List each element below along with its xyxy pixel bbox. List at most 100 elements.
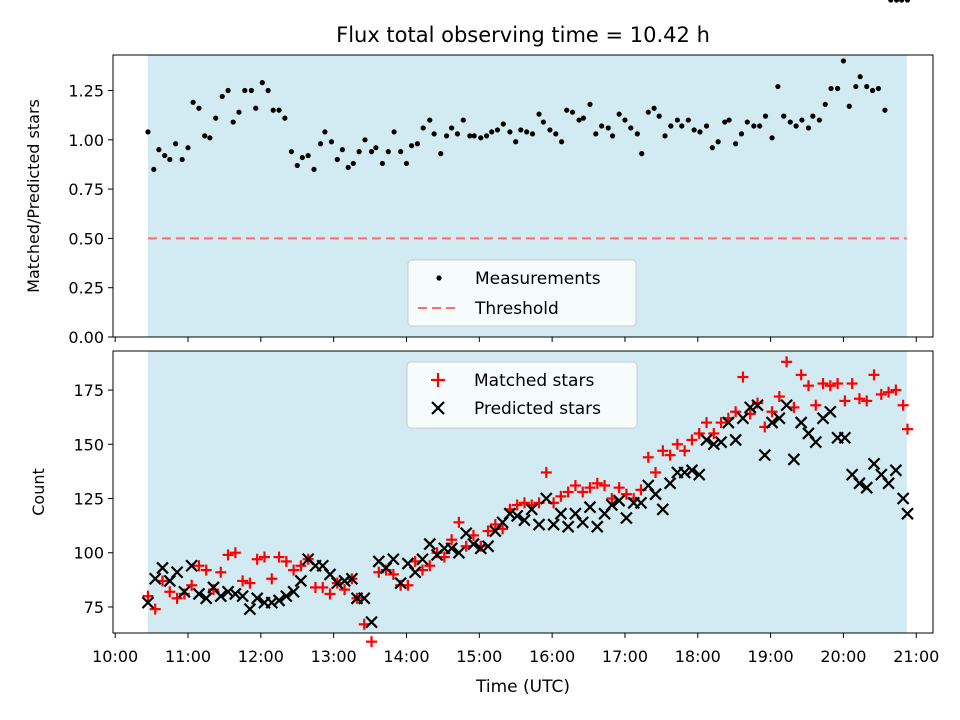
measurement-point — [368, 149, 375, 155]
predicted-star-point — [620, 511, 633, 525]
predicted-star-point — [729, 433, 742, 447]
top-x-ticks — [114, 337, 917, 342]
matched-star-point — [875, 388, 887, 400]
top-y-tick-label: 0.75 — [68, 180, 104, 199]
measurement-point — [616, 111, 622, 117]
bottom-y-axis: 75 100 125 150 175 — [73, 381, 113, 617]
bottom-x-tick-label: 14:00 — [383, 647, 429, 666]
matched-star-point — [511, 499, 523, 511]
matched-star-point — [824, 380, 836, 392]
matched-star-point — [890, 384, 902, 396]
matched-star-point — [266, 573, 278, 585]
matched-star-point — [902, 423, 914, 435]
top-panel: 0.00 0.25 0.50 0.75 1.00 1.25 Flux total obse… — [24, 0, 934, 347]
matched-star-point — [171, 592, 183, 604]
predicted-star-point — [700, 433, 713, 447]
bottom-y-axis-label: Count — [29, 468, 48, 516]
bottom-x-tick-label: 12:00 — [238, 647, 284, 666]
matched-star-point — [424, 560, 436, 572]
predicted-star-point — [824, 405, 837, 419]
matched-star-point — [324, 588, 336, 600]
predicted-star-point — [156, 561, 169, 575]
measurement-point — [893, 0, 900, 3]
top-y-tick-label: 1.00 — [68, 131, 104, 150]
matched-star-point — [853, 393, 865, 405]
matched-star-point — [708, 427, 720, 439]
measurement-point — [775, 83, 781, 90]
measurement-point — [709, 145, 715, 151]
predicted-star-point — [423, 537, 437, 551]
bottom-y-tick-label: 175 — [73, 381, 104, 400]
predicted-star-point — [605, 498, 619, 512]
predicted-star-point — [185, 559, 198, 573]
bottom-x-tick-label: 19:00 — [748, 647, 794, 666]
predicted-star-point — [178, 585, 191, 599]
measurement-point — [651, 105, 657, 111]
matched-star-point — [258, 551, 270, 563]
measurement-point — [282, 115, 288, 121]
matched-star-point — [540, 466, 552, 478]
predicted-star-point — [901, 507, 914, 520]
predicted-star-point — [338, 574, 351, 588]
measurement-point — [305, 152, 311, 159]
measurement-point — [190, 99, 196, 105]
measurement-point — [529, 131, 536, 137]
bottom-x-tick-label: 16:00 — [529, 647, 575, 666]
measurement-point — [869, 87, 876, 94]
measurement-point — [864, 83, 870, 90]
predicted-star-point — [743, 401, 757, 414]
measurement-point — [668, 123, 674, 129]
measurement-point — [478, 135, 484, 141]
measurement-point — [822, 101, 828, 107]
measurement-point — [762, 113, 769, 119]
predicted-star-point — [736, 411, 750, 425]
measurement-point — [580, 115, 587, 121]
predicted-star-point — [707, 437, 721, 451]
matched-star-point — [387, 568, 399, 580]
measurement-point — [431, 131, 437, 137]
matched-star-point — [795, 369, 807, 381]
top-y-tick-label: 0.25 — [68, 279, 104, 298]
measurement-point — [805, 125, 812, 131]
predicted-star-point — [532, 518, 546, 531]
legend-matched-marker — [431, 373, 445, 387]
matched-star-point — [781, 356, 793, 368]
measurement-point — [816, 117, 822, 123]
predicted-star-point — [882, 477, 895, 490]
predicted-star-point — [889, 464, 903, 477]
bottom-y-tick-label: 75 — [84, 598, 104, 617]
predicted-star-point — [685, 464, 699, 477]
bottom-y-tick-label: 100 — [73, 544, 104, 563]
measurement-point — [656, 113, 662, 119]
predicted-star-point — [867, 457, 881, 471]
matched-star-point — [584, 482, 596, 494]
measurement-point — [810, 113, 816, 119]
measurement-point — [593, 131, 599, 137]
measurement-point — [569, 109, 576, 115]
measurement-point — [151, 166, 157, 172]
matched-star-point — [251, 553, 263, 565]
measurement-point — [373, 145, 379, 151]
matched-star-point — [773, 391, 785, 403]
matched-star-point — [642, 451, 654, 463]
matched-star-point — [810, 399, 822, 411]
measurement-point — [202, 133, 208, 139]
predicted-star-point — [838, 431, 852, 445]
measurement-point — [207, 135, 213, 141]
predicted-star-point — [692, 468, 706, 481]
legend-matched-label: Matched stars — [474, 371, 594, 391]
measurement-point — [857, 74, 863, 80]
predicted-star-point — [481, 539, 495, 553]
matched-star-point — [446, 534, 458, 546]
measurement-point — [715, 139, 721, 145]
bottom-x-tick-label: 17:00 — [602, 647, 648, 666]
measurement-point — [438, 151, 444, 157]
measurement-point — [185, 145, 191, 151]
measurement-point — [403, 160, 410, 167]
matched-star-point — [186, 579, 198, 591]
measurement-point — [213, 115, 219, 121]
predicted-star-point — [345, 572, 359, 586]
predicted-star-point — [576, 516, 589, 529]
measurement-point — [835, 85, 841, 92]
measurement-point — [722, 119, 728, 125]
